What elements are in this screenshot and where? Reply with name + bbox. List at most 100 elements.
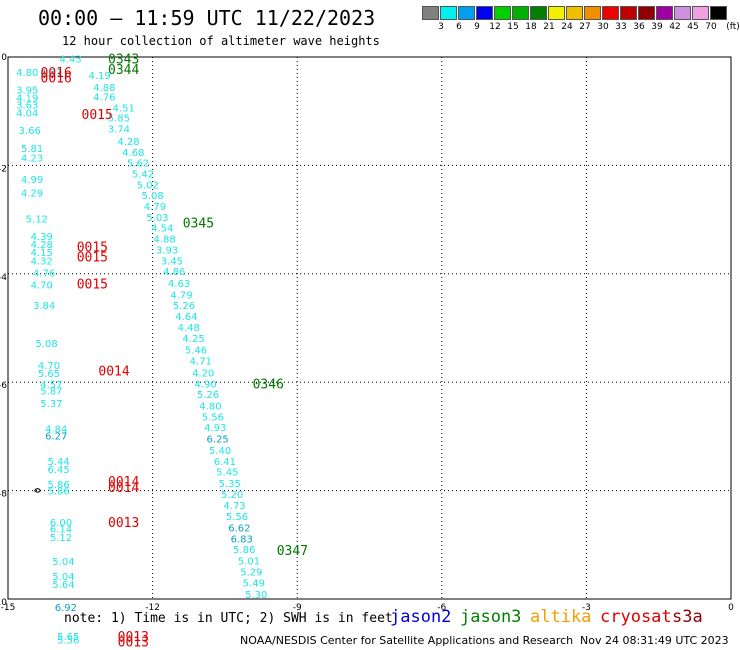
satellite-name: jason3: [460, 607, 522, 627]
wave-height-value: 4.76: [33, 269, 55, 280]
wave-height-value: 3.84: [33, 301, 55, 312]
wave-height-value: 5.04: [52, 557, 74, 568]
wave-height-value: 5.03: [146, 213, 168, 224]
pass-label: 0344: [108, 63, 139, 78]
wave-height-value: 4.71: [40, 68, 62, 79]
pass-label: 0015: [77, 241, 108, 256]
legend-label: 24: [561, 22, 573, 32]
legend-label: 45: [687, 22, 699, 32]
wave-height-value: 4.63: [168, 279, 190, 290]
x-tick-label: -3: [582, 603, 591, 613]
wave-height-value: 4.79: [144, 202, 166, 213]
wave-height-value: 5.56: [202, 412, 224, 423]
legend-label: 3: [438, 22, 444, 32]
wave-height-value: 3.66: [19, 126, 41, 137]
wave-height-value: 5.64: [52, 580, 74, 591]
wave-height-value: 5.02: [137, 180, 159, 191]
wave-height-value: 4.23: [21, 153, 43, 164]
wave-height-value: 4.28: [117, 137, 139, 148]
x-tick-label: 0: [728, 603, 734, 613]
pass-label: 0013: [118, 635, 149, 650]
wave-height-value: 5.45: [216, 468, 238, 479]
wave-height-value: 5.49: [243, 579, 265, 590]
pass-label: 0343: [108, 53, 139, 68]
wave-height-value: 5.04: [52, 572, 74, 583]
wave-height-value: 4.68: [122, 148, 144, 159]
generated-timestamp: Nov 24 08:31:49 UTC 2023: [580, 634, 729, 647]
wave-height-value: 5.65: [38, 369, 60, 380]
pass-label: 0013: [118, 630, 149, 645]
wave-height-value: 4.51: [113, 103, 135, 114]
wave-height-value: 4.84: [45, 424, 67, 435]
wave-height-value: 4.71: [190, 357, 212, 368]
y-tick-label: -4: [0, 273, 7, 283]
wave-height-value: 5.29: [240, 567, 262, 578]
pass-label: 0014: [108, 475, 139, 490]
wave-height-value: 4.39: [31, 232, 53, 243]
wave-height-value: 4.93: [204, 423, 226, 434]
y-tick-label: -8: [0, 490, 7, 500]
legend-swatch: [476, 6, 493, 20]
legend-label: 27: [579, 22, 591, 32]
legend-swatch: [512, 6, 529, 20]
wave-height-value: 4.19: [88, 71, 110, 82]
wave-height-value: 4.73: [223, 501, 245, 512]
satellite-name: jason2: [390, 607, 452, 627]
pass-label: 0016: [41, 66, 72, 81]
wave-height-value: 4.54: [151, 224, 173, 235]
y-tick-label: -2: [0, 164, 7, 174]
wave-height-value: 3.63: [16, 101, 38, 112]
pass-label: 0015: [82, 108, 113, 123]
pass-label: 0013: [108, 516, 139, 531]
wave-height-value: 4.15: [31, 248, 53, 259]
legend-swatch: [674, 6, 691, 20]
wave-height-value: 6.14: [50, 525, 72, 536]
credit-line: NOAA/NESDIS Center for Satellite Applica…: [240, 634, 574, 647]
legend-label: 6: [456, 22, 462, 32]
wave-height-value: 6.83: [231, 534, 253, 545]
legend-swatch: [440, 6, 457, 20]
legend-swatch: [584, 6, 601, 20]
legend-swatch: [548, 6, 565, 20]
legend-swatch: [458, 6, 475, 20]
wave-height-value: 5.86: [47, 480, 69, 491]
page-subtitle: 12 hour collection of altimeter wave hei…: [62, 34, 380, 48]
wave-height-value: 5.08: [141, 191, 163, 202]
wave-height-value: 3.93: [156, 245, 178, 256]
wave-height-value: 5.37: [40, 399, 62, 410]
wave-height-value: 4.64: [175, 312, 197, 323]
pass-label: 0345: [183, 216, 214, 231]
wave-height-value: 4.32: [31, 256, 53, 267]
wave-height-value: 4.20: [192, 368, 214, 379]
wave-height-value: 4.79: [170, 290, 192, 301]
wave-height-value: 5.81: [21, 144, 43, 155]
pass-label: 0015: [77, 250, 108, 265]
legend-swatch: [422, 6, 439, 20]
legend-swatch: [692, 6, 709, 20]
satellite-name: s3a: [672, 607, 703, 627]
legend-swatch: [602, 6, 619, 20]
wave-height-value: 3.74: [108, 125, 130, 136]
island-outline: [34, 488, 42, 493]
x-tick-label: -15: [1, 603, 16, 613]
wave-height-value: 5.42: [132, 170, 154, 181]
wave-height-value: 5.12: [26, 215, 48, 226]
satellite-name: altika: [530, 607, 592, 627]
wave-height-value: 4.99: [21, 175, 43, 186]
wave-height-value: 5.35: [219, 479, 241, 490]
wave-height-value: 5.56: [226, 512, 248, 523]
wave-height-value: 5.01: [238, 557, 260, 568]
legend-label: 33: [615, 22, 627, 32]
wave-height-value: 6.45: [47, 465, 69, 476]
y-tick-label: -6: [0, 381, 7, 391]
wave-height-value: 5.87: [40, 386, 62, 397]
wave-height-value: 5.20: [221, 490, 243, 501]
wave-height-value: 5.65: [57, 632, 79, 643]
legend-label: 18: [525, 22, 537, 32]
wave-height-value: 6.41: [214, 457, 236, 468]
x-tick-label: -9: [293, 603, 302, 613]
legend-label: 39: [651, 22, 663, 32]
wave-height-value: 5.86: [47, 487, 69, 498]
legend-swatch: [638, 6, 655, 20]
